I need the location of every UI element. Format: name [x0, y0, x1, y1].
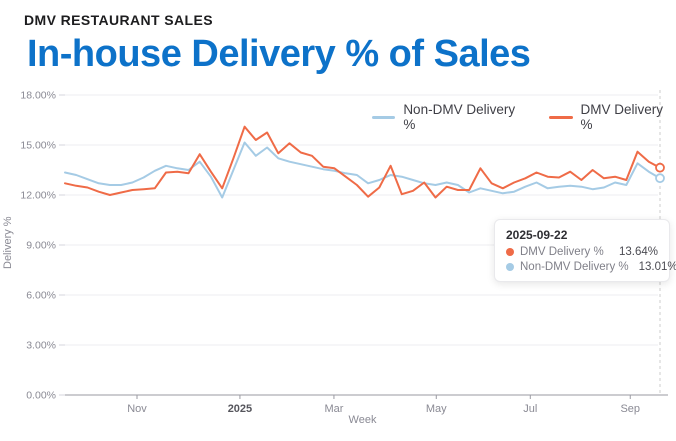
- x-tick-label: May: [426, 403, 447, 415]
- tooltip-value-non-dmv: 13.01%: [638, 261, 676, 273]
- y-tick-label: 15.00%: [20, 140, 56, 152]
- y-axis-title: Delivery %: [2, 216, 14, 270]
- x-tick-label: Mar: [324, 403, 343, 415]
- tooltip-label-non-dmv: Non-DMV Delivery %: [520, 261, 629, 273]
- y-tick-label: 12.00%: [20, 190, 56, 202]
- y-tick-label: 9.00%: [26, 240, 56, 252]
- tooltip-label-dmv: DMV Delivery %: [520, 246, 604, 258]
- delivery-line-chart[interactable]: 0.00% 3.00% 6.00% 9.00% 12.00% 15.00% 18.00% No…: [0, 88, 676, 441]
- x-tick-label: Nov: [127, 403, 147, 415]
- legend-label-dmv: DMV Delivery %: [580, 102, 664, 132]
- report-header: DMV RESTAURANT SALES In-house Delivery %…: [24, 12, 531, 75]
- x-axis-title: Week: [348, 414, 377, 426]
- x-tick-label: Jul: [523, 403, 537, 415]
- series-line-non-dmv: [64, 141, 661, 199]
- dmv-line-swatch-icon: [549, 115, 573, 119]
- tooltip-row-non-dmv: Non-DMV Delivery % 13.01%: [506, 261, 676, 273]
- report-eyebrow: DMV RESTAURANT SALES: [24, 12, 213, 28]
- x-tick-label: Sep: [620, 403, 640, 415]
- non-dmv-dot-icon: [506, 263, 514, 271]
- legend-item-dmv[interactable]: DMV Delivery %: [549, 102, 676, 132]
- y-tick-label: 6.00%: [26, 290, 56, 302]
- x-tick-label: 2025: [228, 403, 252, 415]
- tooltip-date: 2025-09-22: [506, 228, 568, 242]
- tooltip-value-dmv: 13.64%: [618, 246, 658, 258]
- dmv-end-marker: [655, 162, 665, 173]
- y-tick-label: 18.00%: [20, 90, 56, 102]
- non-dmv-end-marker: [655, 173, 665, 184]
- non-dmv-line-swatch-icon: [372, 115, 396, 119]
- legend-label-non-dmv: Non-DMV Delivery %: [403, 102, 516, 132]
- dmv-dot-icon: [506, 248, 514, 256]
- chart-area: 0.00% 3.00% 6.00% 9.00% 12.00% 15.00% 18.00% No…: [0, 88, 676, 441]
- legend-item-non-dmv[interactable]: Non-DMV Delivery %: [372, 102, 527, 132]
- y-tick-label: 3.00%: [26, 340, 56, 352]
- page-title: In-house Delivery % of Sales: [27, 33, 531, 75]
- series-line-dmv: [64, 125, 661, 199]
- y-tick-label: 0.00%: [26, 390, 56, 402]
- chart-tooltip: 2025-09-22 DMV Delivery % 13.64% Non-DMV…: [494, 219, 676, 282]
- chart-legend: Non-DMV Delivery % DMV Delivery %: [372, 102, 676, 132]
- tooltip-row-dmv: DMV Delivery % 13.64%: [506, 246, 658, 258]
